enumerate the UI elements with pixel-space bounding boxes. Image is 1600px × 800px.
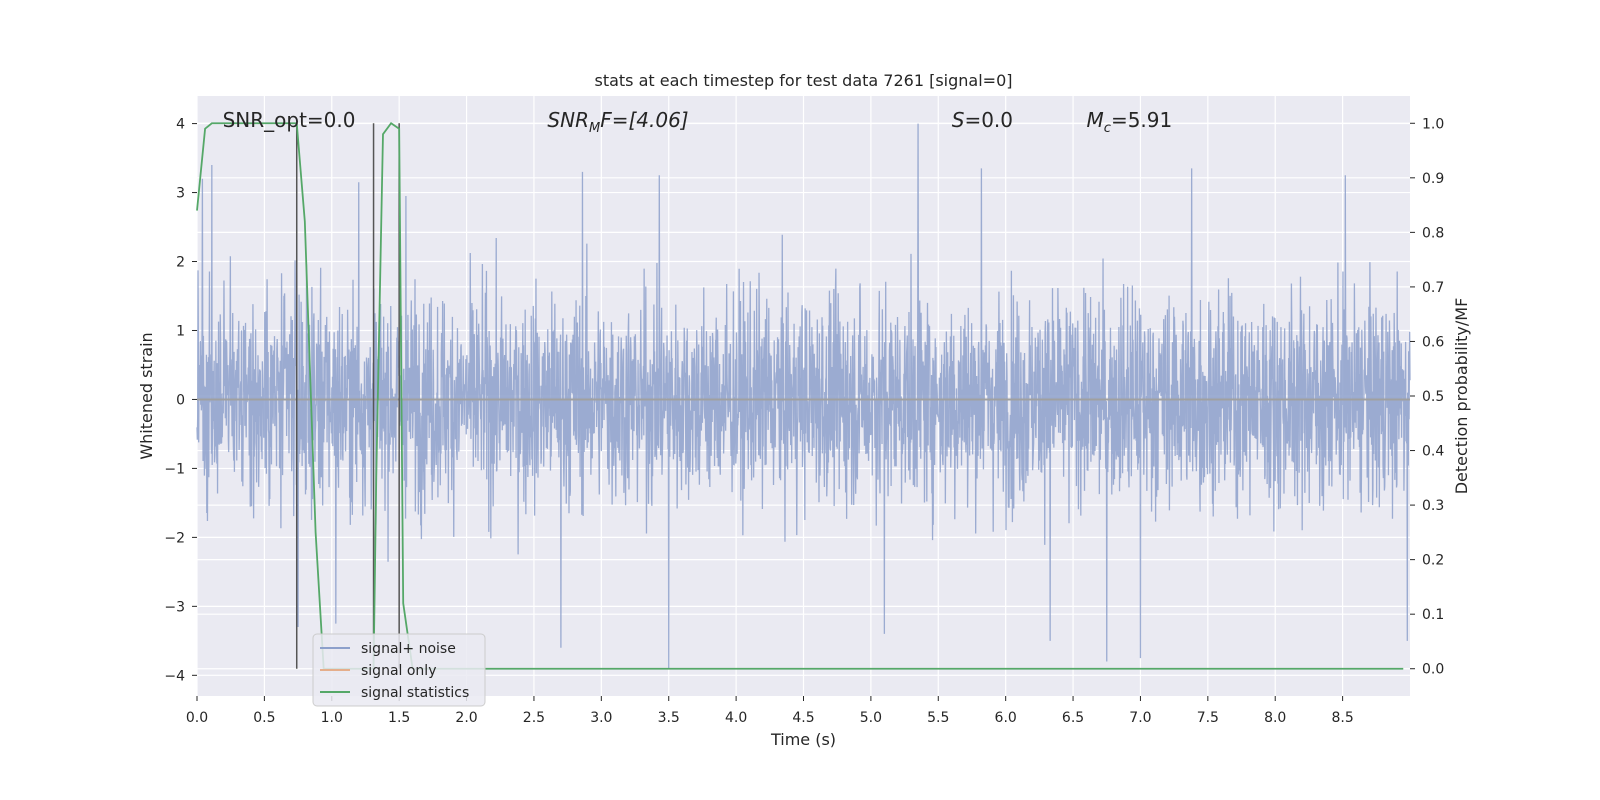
y-left-tick-label: 3 bbox=[176, 186, 185, 202]
s-base: S bbox=[952, 108, 965, 132]
x-tick-label: 7.5 bbox=[1197, 710, 1219, 726]
y-left-tick-label: −1 bbox=[164, 461, 185, 477]
x-tick-label: 5.0 bbox=[860, 710, 882, 726]
x-tick-label: 1.0 bbox=[321, 710, 343, 726]
x-tick-label: 6.0 bbox=[995, 710, 1017, 726]
x-tick-label: 1.5 bbox=[388, 710, 410, 726]
y-right-tick-label: 0.3 bbox=[1422, 498, 1444, 514]
axes-layer: 0.0 0.5 1.0 1.5 2.0 2.5 3.0 3.5 4.0 4.5 5.0 5.5 6.0 6… bbox=[164, 116, 1444, 726]
x-tick-label: 6.5 bbox=[1062, 710, 1084, 726]
x-tick-label: 2.0 bbox=[455, 710, 477, 726]
y-axis-left-label: Whitened strain bbox=[137, 332, 156, 459]
y-right-tick-label: 1.0 bbox=[1422, 116, 1444, 132]
x-tick-label: 3.5 bbox=[658, 710, 680, 726]
mc-base: M bbox=[1087, 108, 1104, 132]
x-tick-label: 0.5 bbox=[253, 710, 275, 726]
x-tick-label: 8.0 bbox=[1264, 710, 1286, 726]
s-rest: =0.0 bbox=[964, 108, 1013, 132]
y-left-tick-label: 1 bbox=[176, 323, 185, 339]
y-left-tick-label: −4 bbox=[164, 668, 185, 684]
snr-mf-rest: F=[4.06] bbox=[600, 108, 688, 132]
mc-sub: c bbox=[1104, 121, 1111, 136]
plot-area bbox=[196, 96, 1411, 696]
legend-box bbox=[312, 633, 486, 707]
y-right-tick-label: 0.9 bbox=[1422, 171, 1444, 187]
mc-annotation: Mc=5.91 bbox=[1087, 108, 1173, 136]
y-left-tick-label: −3 bbox=[164, 599, 185, 615]
legend-entry: signal statistics bbox=[361, 685, 469, 701]
x-tick-label: 4.0 bbox=[725, 710, 747, 726]
snr-mf-base: SNR bbox=[547, 108, 589, 132]
chart-title: stats at each timestep for test data 726… bbox=[594, 71, 1012, 90]
x-tick-label: 7.0 bbox=[1129, 710, 1151, 726]
x-tick-label: 0.0 bbox=[186, 710, 208, 726]
snr-mf-annotation: SNRMF=[4.06] bbox=[547, 108, 688, 136]
y-left-tick-label: 2 bbox=[176, 255, 185, 271]
x-tick-label: 4.5 bbox=[792, 710, 814, 726]
y-right-tick-label: 0.1 bbox=[1422, 607, 1444, 623]
y-axis-right-label: Detection probability/MF bbox=[1452, 298, 1471, 495]
x-tick-label: 3.0 bbox=[590, 710, 612, 726]
y-right-tick-label: 0.0 bbox=[1422, 662, 1444, 678]
legend: signal+ noise signal only signal statistic… bbox=[312, 633, 486, 707]
x-axis-label: Time (s) bbox=[770, 730, 836, 749]
y-right-tick-label: 0.8 bbox=[1422, 225, 1444, 241]
x-tick-label: 5.5 bbox=[927, 710, 949, 726]
snr-opt-annotation: SNR_opt=0.0 bbox=[223, 108, 356, 132]
legend-entry: signal+ noise bbox=[361, 641, 456, 657]
y-left-tick-label: 0 bbox=[176, 392, 185, 408]
x-tick-label: 2.5 bbox=[523, 710, 545, 726]
s-annotation: S=0.0 bbox=[952, 108, 1013, 132]
annotations: SNR_opt=0.0 SNRMF=[4.06] S=0.0 Mc=5.91 bbox=[223, 108, 1173, 136]
y-right-tick-label: 0.7 bbox=[1422, 280, 1444, 296]
y-left-tick-label: −2 bbox=[164, 530, 185, 546]
y-right-tick-label: 0.2 bbox=[1422, 553, 1444, 569]
x-tick-label: 8.5 bbox=[1331, 710, 1353, 726]
y-right-tick-label: 0.5 bbox=[1422, 389, 1444, 405]
y-right-tick-label: 0.6 bbox=[1422, 334, 1444, 350]
mc-rest: =5.91 bbox=[1111, 108, 1172, 132]
legend-entry: signal only bbox=[361, 663, 436, 679]
y-right-tick-label: 0.4 bbox=[1422, 444, 1444, 460]
snr-mf-sub: M bbox=[589, 121, 600, 136]
y-left-tick-label: 4 bbox=[176, 117, 185, 133]
